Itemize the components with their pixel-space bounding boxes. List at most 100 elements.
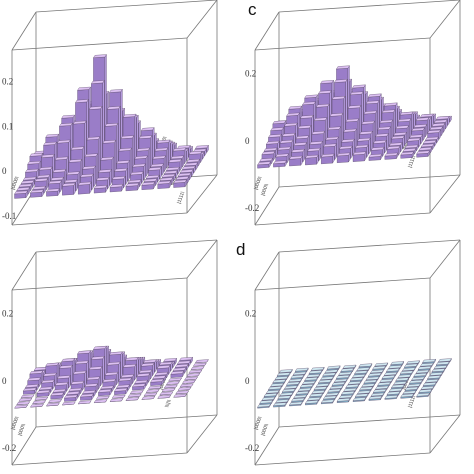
bar	[384, 152, 399, 160]
bar	[372, 365, 386, 371]
bar	[320, 153, 335, 165]
bar	[349, 376, 364, 383]
z-tick-label: -0.2	[2, 443, 16, 453]
panel-c-bars	[257, 65, 452, 169]
bar	[257, 161, 271, 169]
axis-label: |0001\	[401, 135, 412, 151]
panel-letter-d: d	[236, 240, 245, 259]
bar	[143, 392, 158, 397]
bar	[417, 365, 432, 371]
bar	[273, 159, 287, 168]
bar	[318, 379, 332, 385]
bar	[304, 376, 318, 383]
bar	[179, 383, 194, 388]
bar	[114, 387, 128, 395]
axis-label: |0001\	[158, 375, 169, 391]
bar	[327, 388, 342, 394]
bar	[188, 369, 203, 374]
bar	[48, 399, 62, 403]
bar	[336, 374, 350, 380]
z-tick-label: 0	[245, 376, 250, 386]
bar	[184, 376, 198, 381]
bar	[93, 399, 108, 403]
axis-label: |1111\	[176, 190, 186, 205]
bar	[427, 374, 441, 381]
bar	[77, 181, 92, 195]
bar	[313, 385, 328, 392]
bar	[36, 389, 51, 397]
bar	[32, 400, 46, 404]
axis-label: |0000\	[253, 175, 264, 191]
bar	[400, 393, 415, 399]
bar	[77, 400, 92, 405]
bar	[163, 384, 178, 389]
bar	[125, 397, 140, 401]
bar	[395, 376, 410, 383]
bar	[416, 150, 430, 158]
bar	[291, 397, 305, 403]
bar	[294, 367, 309, 373]
bar	[352, 151, 367, 162]
bar	[386, 390, 401, 397]
axis-label: |0001\	[401, 375, 412, 391]
bar	[175, 390, 190, 395]
bar	[336, 152, 351, 163]
bar	[438, 357, 452, 363]
bar	[358, 362, 373, 369]
bar	[279, 368, 293, 374]
z-tick-label: 0	[2, 166, 7, 176]
bar	[391, 383, 405, 390]
bar	[34, 396, 49, 401]
bar	[50, 391, 65, 400]
bar	[129, 390, 144, 394]
bar	[95, 395, 110, 400]
bar	[368, 153, 383, 161]
axis-label: |000\\	[17, 422, 27, 436]
axis-label: |1111\	[407, 394, 417, 409]
bar	[170, 370, 185, 378]
bar	[286, 381, 300, 387]
bar	[64, 394, 78, 402]
bar	[166, 381, 180, 385]
bar	[274, 375, 289, 381]
bar	[320, 399, 335, 405]
bar	[326, 365, 341, 371]
bar	[111, 394, 126, 399]
bar	[46, 402, 60, 407]
bar	[125, 182, 140, 192]
bar	[422, 358, 436, 365]
bar	[289, 155, 303, 167]
panel-a-plot: 0.20.10-0.1|0000\|000\\|0000\|0001\\\\|\…	[2, 0, 218, 226]
z-tick-label: 0.2	[245, 69, 256, 79]
bar	[277, 394, 292, 401]
bar	[257, 403, 271, 409]
bar	[173, 393, 187, 398]
bar	[431, 367, 446, 374]
axis-label: |0000\	[10, 415, 21, 431]
axis-label: |000\\	[260, 182, 270, 196]
panel-b-plot: 0.2 0 -0.2 |0000\|000\\ |0001\ \\\|\\	[2, 239, 218, 466]
bar	[168, 377, 182, 382]
bar	[299, 383, 314, 389]
bar	[14, 190, 28, 199]
bar	[409, 379, 423, 385]
bar	[145, 389, 160, 393]
panel-d-plot: 0.2 0 -0.2 |0000\|000\\ |0001\ |1111\	[245, 239, 461, 466]
bar	[290, 374, 305, 380]
bar	[336, 397, 351, 403]
z-tick-label: 0.2	[245, 309, 256, 319]
bar	[404, 386, 419, 392]
z-tick-label: 0.1	[2, 121, 13, 131]
z-tick-label: -0.2	[245, 443, 259, 453]
axis-label: |1111\	[407, 154, 417, 169]
bar	[30, 189, 44, 198]
bar	[141, 396, 156, 400]
bar	[304, 399, 319, 406]
bar	[93, 184, 108, 194]
bar	[273, 401, 287, 408]
panel-c-plot: 0.2 0 -0.2 |0000\|000\\ |0001\ |1111\	[245, 0, 461, 226]
panel-letter-c: c	[248, 0, 257, 19]
bar	[148, 385, 162, 390]
panel-a-bars	[14, 53, 209, 199]
bar	[331, 381, 346, 387]
